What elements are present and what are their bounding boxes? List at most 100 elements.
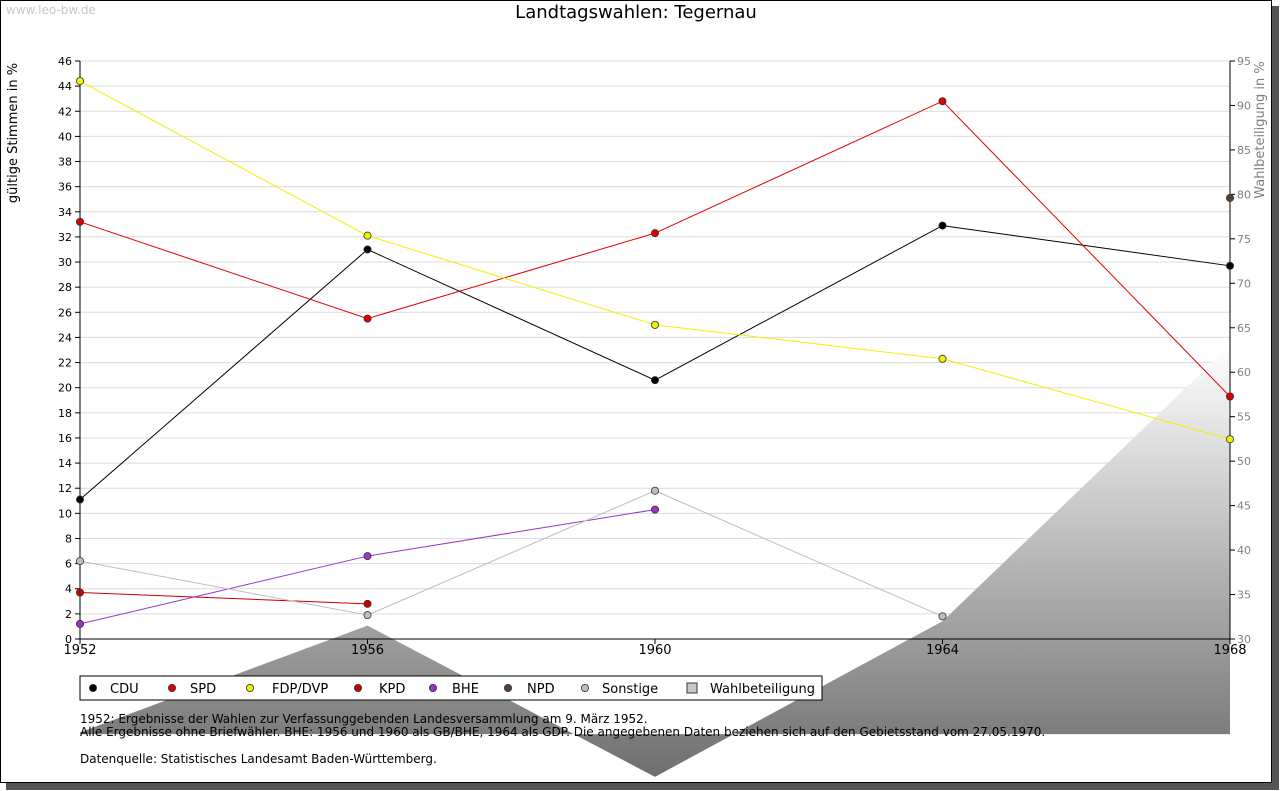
legend-label-spd: SPD — [190, 682, 216, 697]
y-right-tick-label-85: 85 — [1237, 144, 1251, 157]
y-tick-label-26: 26 — [58, 306, 72, 319]
series-sonstige — [76, 486, 947, 621]
frame-shadow-bottom — [6, 783, 1279, 790]
legend-label-fdp-dvp: FDP/DVP — [272, 682, 328, 697]
legend-label-bhe: BHE — [452, 682, 479, 697]
point-spd-1956 — [363, 314, 372, 323]
y-tick-label-18: 18 — [58, 407, 72, 420]
legend-swatch-bhe — [428, 684, 437, 693]
point-cdu-1964 — [938, 221, 947, 230]
point-fdp-dvp-1952 — [76, 77, 85, 86]
y-tick-label-34: 34 — [58, 206, 72, 219]
y-right-tick-label-35: 35 — [1237, 589, 1251, 602]
x-tick-label-1964: 1964 — [926, 643, 959, 658]
y-right-tick-label-65: 65 — [1237, 322, 1251, 335]
y-tick-label-40: 40 — [58, 130, 72, 143]
turnout-area-group — [80, 345, 1230, 777]
y-tick-label-28: 28 — [58, 281, 72, 294]
footnotes: 1952: Ergebnisse der Wahlen zur Verfassu… — [80, 713, 1045, 739]
y-right-tick-label-70: 70 — [1237, 277, 1251, 290]
point-npd-1968 — [1226, 193, 1235, 202]
axes: 0246810121416182022242628303234363840424… — [6, 55, 1268, 658]
series-kpd — [76, 588, 372, 608]
legend-swatch-spd — [167, 684, 176, 693]
line-fdp-dvp-0 — [79, 80, 1231, 440]
legend-label-kpd: KPD — [379, 682, 405, 697]
point-fdp-dvp-1960 — [651, 320, 660, 329]
line-spd-0 — [79, 100, 1231, 397]
y-tick-label-12: 12 — [58, 482, 72, 495]
point-spd-1960 — [651, 229, 660, 238]
point-cdu-1968 — [1226, 261, 1235, 270]
point-fdp-dvp-1964 — [938, 354, 947, 363]
y-tick-label-42: 42 — [58, 105, 72, 118]
x-tick-label-1952: 1952 — [63, 643, 96, 658]
legend-box — [79, 675, 823, 701]
y-tick-label-32: 32 — [58, 231, 72, 244]
point-sonstige-1964 — [938, 612, 947, 621]
series-fdp-dvp — [76, 77, 1235, 444]
x-tick-label-1956: 1956 — [351, 643, 384, 658]
data-source: Datenquelle: Statistisches Landesamt Bad… — [80, 752, 437, 766]
y-tick-label-22: 22 — [58, 357, 72, 370]
series-cdu — [76, 221, 1235, 504]
point-spd-1964 — [938, 97, 947, 106]
y-right-tick-label-50: 50 — [1237, 455, 1251, 468]
legend: CDU SPD FDP/DVP KPD BHE NPD Sonstige Wahlbeteil… — [79, 675, 823, 701]
y-tick-label-44: 44 — [58, 80, 72, 93]
legend-swatch-sonstige — [581, 684, 590, 693]
footnote-2: Alle Ergebnisse ohne Briefwähler. BHE: 1… — [80, 725, 1046, 739]
y-right-tick-label-45: 45 — [1237, 500, 1251, 513]
watermark: www.leo-bw.de — [6, 3, 96, 17]
y-right-tick-label-80: 80 — [1237, 188, 1251, 201]
point-cdu-1952 — [76, 495, 85, 504]
point-sonstige-1956 — [363, 611, 372, 620]
y-tick-label-4: 4 — [65, 583, 72, 596]
legend-label-npd: NPD — [527, 682, 555, 697]
y-axis-right-label: Wahlbeteiligung in % — [1253, 61, 1268, 198]
y-tick-label-46: 46 — [58, 55, 72, 68]
point-spd-1968 — [1226, 392, 1235, 401]
y-tick-label-10: 10 — [58, 507, 72, 520]
point-spd-1952 — [76, 217, 85, 226]
turnout-area — [80, 345, 1230, 777]
point-cdu-1960 — [651, 376, 660, 385]
legend-label-wahlbeteiligung: Wahlbeteiligung — [710, 682, 815, 697]
series-spd — [76, 97, 1235, 401]
point-kpd-1956 — [363, 599, 372, 608]
chart-title: Landtagswahlen: Tegernau — [515, 2, 757, 23]
series-npd — [1226, 193, 1235, 202]
y-tick-label-0: 0 — [65, 633, 72, 646]
footnote-1: 1952: Ergebnisse der Wahlen zur Verfassu… — [80, 712, 648, 726]
legend-swatch-fdp-dvp — [245, 684, 254, 693]
frame-shadow-right — [1272, 6, 1279, 790]
y-right-tick-label-90: 90 — [1237, 99, 1251, 112]
y-right-tick-label-30: 30 — [1237, 633, 1251, 646]
point-fdp-dvp-1968 — [1226, 435, 1235, 444]
legend-swatch-wahlbeteiligung — [686, 682, 698, 694]
y-right-tick-label-60: 60 — [1237, 366, 1251, 379]
y-tick-label-36: 36 — [58, 181, 72, 194]
x-tick-label-1960: 1960 — [638, 643, 671, 658]
point-kpd-1952 — [76, 588, 85, 597]
legend-swatch-kpd — [353, 684, 362, 693]
point-bhe-1952 — [76, 619, 85, 628]
y-tick-label-6: 6 — [65, 558, 72, 571]
y-tick-label-24: 24 — [58, 331, 72, 344]
point-cdu-1956 — [363, 245, 372, 254]
line-kpd-0 — [79, 592, 368, 605]
y-tick-label-30: 30 — [58, 256, 72, 269]
y-tick-label-14: 14 — [58, 457, 72, 470]
series-group — [76, 77, 1235, 628]
point-bhe-1960 — [651, 505, 660, 514]
y-right-tick-label-95: 95 — [1237, 55, 1251, 68]
y-axis-label: gültige Stimmen in % — [6, 63, 21, 203]
line-sonstige-0 — [79, 490, 943, 617]
y-right-tick-label-55: 55 — [1237, 411, 1251, 424]
y-tick-label-38: 38 — [58, 156, 72, 169]
y-right-tick-label-40: 40 — [1237, 544, 1251, 557]
point-sonstige-1960 — [651, 486, 660, 495]
legend-label-sonstige: Sonstige — [602, 682, 658, 697]
legend-swatch-cdu — [89, 684, 98, 693]
y-tick-label-16: 16 — [58, 432, 72, 445]
